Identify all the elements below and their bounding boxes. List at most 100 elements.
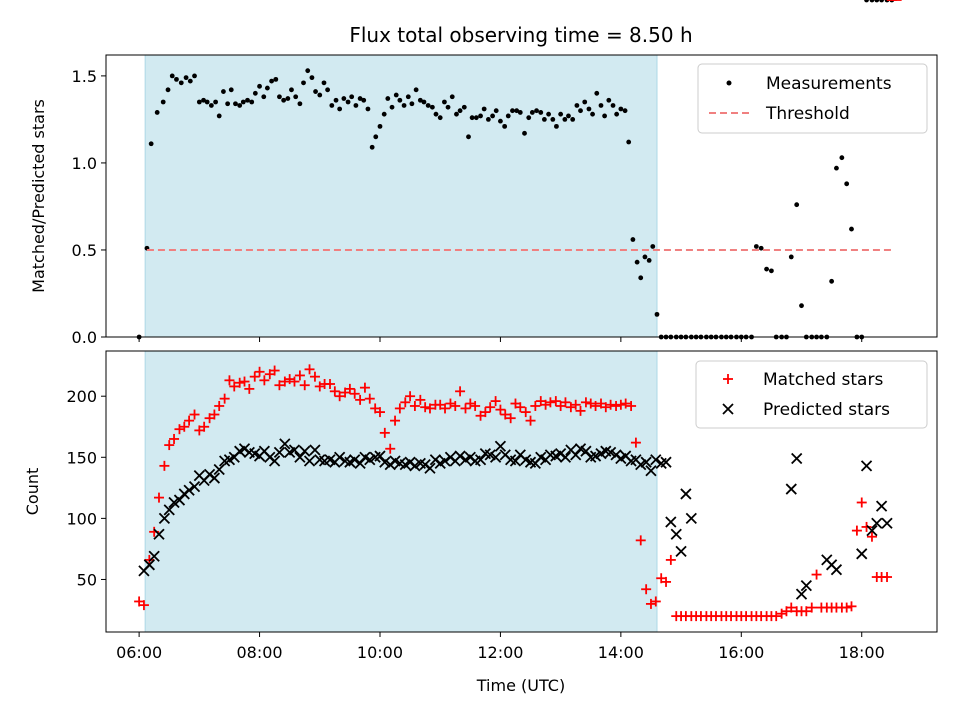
y-tick-label: 50 (77, 570, 97, 589)
predicted-star-point (153, 528, 165, 540)
top-legend: Measurements Threshold (697, 63, 928, 134)
bottom-legend: Matched stars Predicted stars (695, 360, 928, 429)
bottom-y-axis-label: Count (23, 468, 42, 516)
measurement-point (505, 113, 511, 119)
measurement-point (293, 94, 299, 100)
measurement-point (610, 103, 616, 108)
matched-star-point (635, 535, 646, 546)
measurement-point (753, 244, 759, 249)
legend-threshold-label: Threshold (765, 104, 850, 124)
matched-star-point (400, 397, 411, 408)
matched-star-point (153, 492, 164, 503)
matched-star-point (650, 596, 661, 607)
predicted-star-point (354, 457, 366, 470)
matched-star-point (349, 388, 360, 399)
measurement-point (449, 94, 455, 100)
measurement-point (245, 97, 250, 103)
predicted-star-point (580, 445, 592, 457)
matched-star-point (409, 400, 420, 411)
predicted-star-point (309, 444, 321, 456)
y-tick-label: 1.5 (72, 67, 97, 86)
predicted-star-point (213, 463, 225, 476)
matched-star-point (480, 407, 491, 418)
measurement-point (473, 115, 479, 121)
measurement-point (498, 118, 503, 124)
predicted-star-point (680, 488, 692, 500)
measurement-point (297, 101, 303, 107)
matched-star-point (164, 440, 175, 451)
x-axis-label: Time (UTC) (476, 676, 565, 695)
top-y-ticks: 0.0 0.5 1.0 1.5 (72, 67, 106, 347)
measurement-point (602, 113, 607, 119)
measurement-point (454, 111, 459, 117)
measurement-point (264, 85, 270, 91)
measurement-point (345, 99, 351, 105)
matched-star-point (364, 393, 375, 404)
y-tick-label: 200 (66, 387, 97, 406)
measurement-point (213, 99, 218, 105)
measurement-point (654, 311, 660, 317)
measurement-point (261, 94, 267, 100)
legend-measurements-label: Measurements (766, 74, 892, 94)
x-tick-label: 10:00 (357, 643, 403, 662)
bottom-legend-box (695, 360, 928, 429)
observing-window-bottom (144, 350, 658, 633)
measurement-point (385, 96, 391, 101)
predicted-star-point (424, 462, 436, 474)
predicted-star-point (489, 451, 502, 463)
measurement-point (240, 99, 246, 105)
matched-star-point (299, 380, 310, 391)
count-points (134, 0, 902, 622)
predicted-star-point (685, 512, 697, 525)
measurement-point (437, 115, 443, 121)
measurement-point (369, 144, 375, 150)
matched-star-point (611, 400, 622, 411)
legend-predicted-marker (722, 403, 734, 415)
measurement-point (413, 87, 419, 93)
measurement-point (445, 104, 451, 110)
predicted-star-point (288, 444, 301, 456)
matched-star-point (229, 381, 240, 392)
measurement-point (634, 259, 640, 265)
predicted-star-point (163, 504, 175, 516)
bottom-axes-frame (105, 350, 938, 633)
measurement-point (228, 87, 234, 93)
matched-star-point (620, 398, 631, 409)
predicted-star-point (208, 472, 221, 484)
matched-star-point (385, 443, 396, 454)
matched-star-point (355, 394, 366, 405)
measurement-point (839, 155, 845, 161)
measurement-point (598, 103, 604, 108)
measurement-point (425, 103, 431, 108)
matched-star-point (259, 375, 270, 386)
matched-star-point (374, 407, 385, 418)
predicted-star-point (268, 455, 281, 467)
panel-ratio: 0.0 0.5 1.0 1.5 Matched/Predicted stars Mea… (29, 0, 938, 347)
measurement-point (526, 115, 532, 121)
y-tick-label: 0.5 (72, 241, 97, 260)
y-tick-label: 0.0 (72, 328, 97, 347)
predicted-star-point (303, 455, 316, 467)
predicted-star-point (439, 455, 451, 467)
predicted-star-point (273, 446, 286, 459)
measurement-point (409, 101, 415, 107)
predicted-star-point (660, 456, 672, 468)
top-axes-frame (105, 54, 938, 338)
matched-star-point (450, 400, 461, 411)
measurement-point (221, 89, 226, 94)
measurement-point (148, 141, 154, 147)
measurement-point (353, 103, 359, 108)
matched-star-point (882, 572, 893, 583)
predicted-star-point (143, 559, 155, 571)
measurement-point (349, 94, 355, 100)
matched-star-point (440, 403, 451, 414)
matched-star-point (344, 383, 355, 394)
measurement-point (174, 76, 179, 82)
measurement-point (393, 92, 399, 98)
measurement-point (864, 0, 869, 3)
measurement-point (357, 96, 363, 101)
measurement-point (154, 110, 160, 115)
matched-star-point (239, 376, 250, 387)
measurement-point (321, 80, 327, 86)
measurement-point (481, 106, 487, 112)
